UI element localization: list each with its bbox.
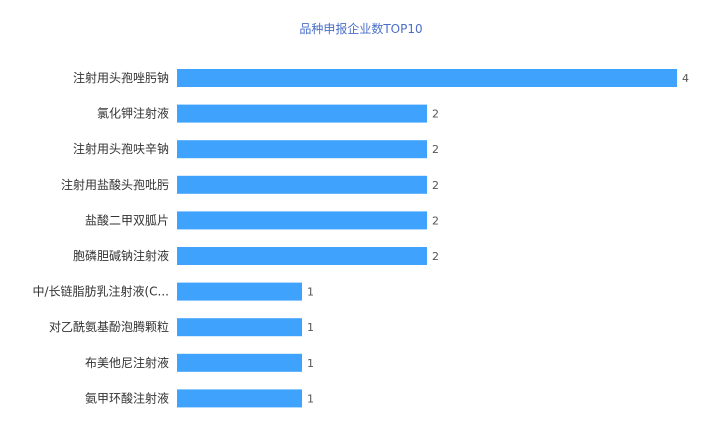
bar[interactable] xyxy=(177,104,427,123)
value-label: 2 xyxy=(432,179,439,192)
category-label: 盐酸二甲双胍片 xyxy=(85,212,169,227)
value-label: 4 xyxy=(682,72,689,85)
bar[interactable] xyxy=(177,318,302,337)
value-label: 2 xyxy=(432,214,439,227)
value-label: 2 xyxy=(432,250,439,263)
bar[interactable] xyxy=(177,140,427,159)
value-label: 2 xyxy=(432,143,439,156)
value-label: 1 xyxy=(307,321,314,334)
value-label: 1 xyxy=(307,392,314,405)
bar[interactable] xyxy=(177,175,427,194)
value-label: 1 xyxy=(307,357,314,370)
chart-title: 品种申报企业数TOP10 xyxy=(299,22,423,36)
bar[interactable] xyxy=(177,247,427,265)
bar[interactable] xyxy=(177,211,427,230)
bar[interactable] xyxy=(177,69,677,87)
category-label: 胞磷胆碱钠注射液 xyxy=(73,248,169,263)
category-label: 氯化钾注射液 xyxy=(97,106,169,121)
value-label: 2 xyxy=(432,108,439,121)
category-label: 对乙酰氨基酚泡腾颗粒 xyxy=(49,319,169,334)
category-label: 氨甲环酸注射液 xyxy=(85,390,169,405)
bar[interactable] xyxy=(177,389,302,408)
category-label: 注射用头孢呋辛钠 xyxy=(73,141,169,156)
bar[interactable] xyxy=(177,353,302,372)
value-label: 1 xyxy=(307,286,314,299)
category-label: 注射用盐酸头孢吡肟 xyxy=(61,177,169,192)
category-label: 中/长链脂肪乳注射液(C... xyxy=(32,284,169,299)
category-label: 注射用头孢唑肟钠 xyxy=(73,70,169,85)
category-label: 布美他尼注射液 xyxy=(85,355,169,370)
bar[interactable] xyxy=(177,282,302,301)
